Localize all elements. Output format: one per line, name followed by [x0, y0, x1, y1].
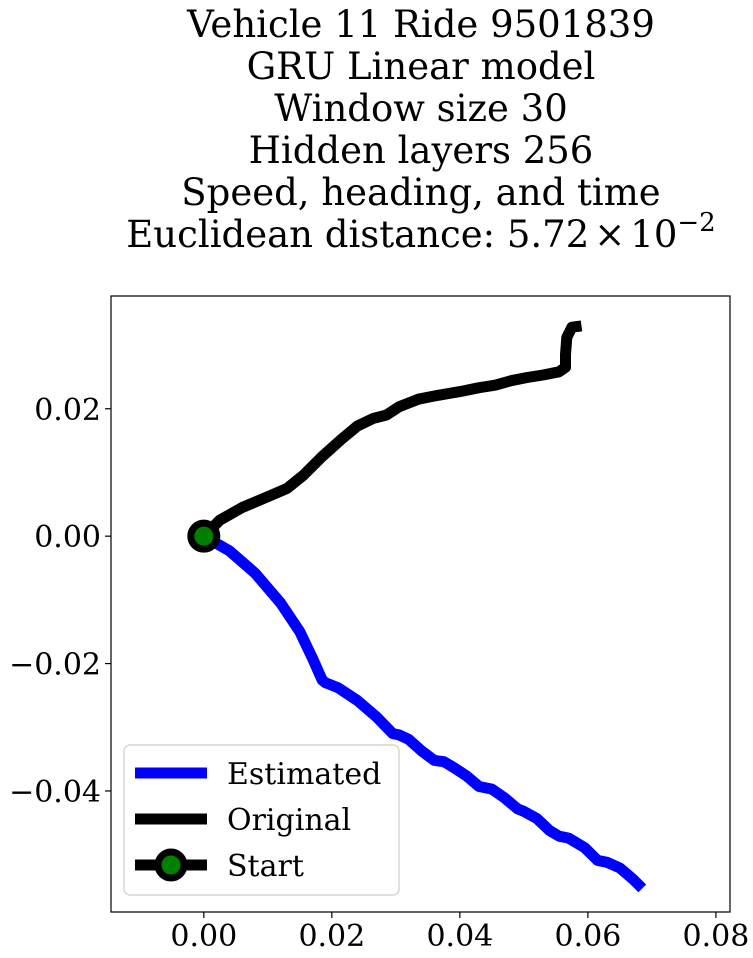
x-tick-label: 0.04	[426, 919, 493, 954]
axes-frame	[110, 295, 731, 913]
y-tick-label: 0.02	[34, 393, 101, 428]
y-tick-label: −0.04	[9, 775, 101, 810]
title-metric-times: ×	[594, 213, 625, 256]
y-axis-ticks: 0.02 0.00 −0.02 −0.04	[9, 393, 111, 810]
title-metric-mantissa: 5.72	[507, 213, 589, 256]
title-line-5: Speed, heading, and time	[181, 171, 660, 214]
legend-label-original: Original	[227, 803, 351, 838]
x-axis-ticks: 0.00 0.02 0.04 0.06 0.08	[170, 912, 749, 954]
title-metric-exponent: −2	[677, 208, 715, 238]
plot-area	[110, 295, 731, 913]
legend: Estimated Original Start	[123, 744, 400, 896]
title-line-6: Euclidean distance: 5.72 × 10−2	[126, 208, 715, 256]
title-metric-prefix: Euclidean distance:	[126, 213, 507, 256]
x-tick-label: 0.08	[683, 919, 750, 954]
legend-label-estimated: Estimated	[227, 757, 381, 792]
title-line-1: Vehicle 11 Ride 9501839	[186, 3, 655, 46]
series-line-original	[199, 320, 583, 541]
x-tick-label: 0.06	[554, 919, 621, 954]
legend-swatch-start-marker	[154, 848, 188, 882]
x-tick-label: 0.02	[298, 919, 365, 954]
start-marker	[187, 519, 221, 553]
y-tick-label: 0.00	[34, 520, 101, 555]
title-line-2: GRU Linear model	[247, 45, 596, 88]
series-layer	[187, 320, 647, 893]
chart-title: Vehicle 11 Ride 9501839 GRU Linear model…	[126, 3, 715, 256]
title-metric-base: 10	[630, 213, 677, 256]
series-line-estimated	[201, 531, 647, 893]
legend-label-start: Start	[227, 849, 304, 884]
x-tick-label: 0.00	[170, 919, 237, 954]
legend-box	[123, 744, 400, 896]
y-tick-label: −0.02	[9, 648, 101, 683]
title-line-3: Window size 30	[274, 87, 568, 130]
title-line-4: Hidden layers 256	[249, 129, 594, 172]
